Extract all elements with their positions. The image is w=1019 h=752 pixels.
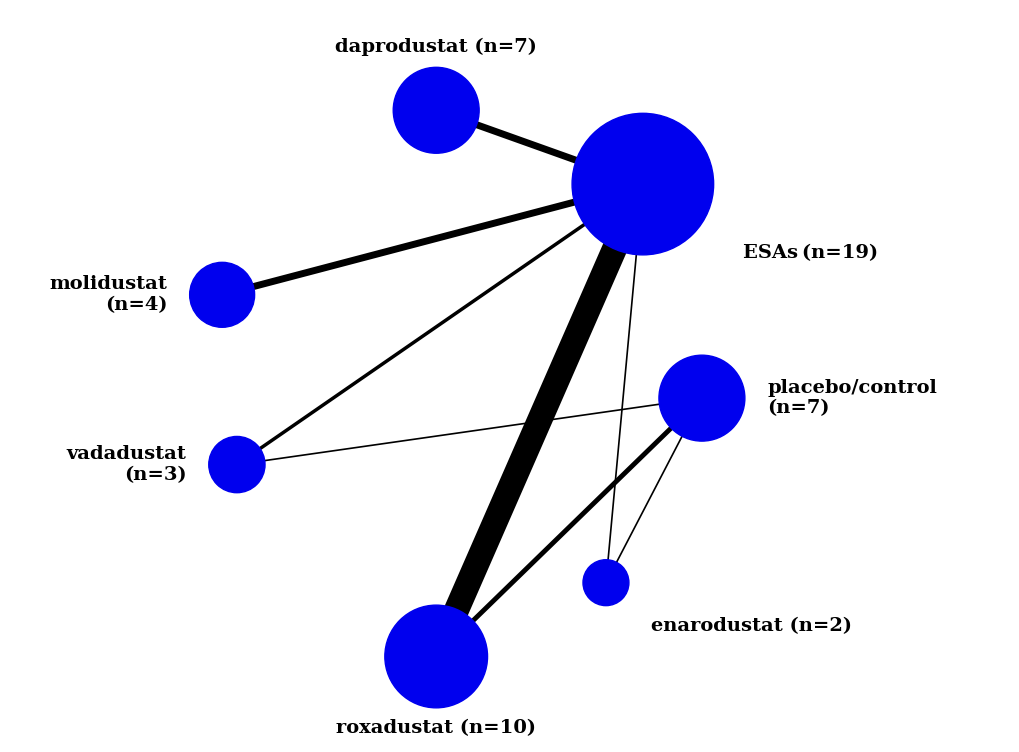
Circle shape [572,114,713,255]
Circle shape [190,262,255,327]
Circle shape [393,68,479,153]
Circle shape [658,355,744,441]
Text: enarodustat (n=2): enarodustat (n=2) [650,617,851,635]
Text: vadadustat
(n=3): vadadustat (n=3) [66,445,186,484]
Text: daprodustat (n=7): daprodustat (n=7) [335,38,537,56]
Circle shape [583,559,629,605]
Circle shape [384,605,487,708]
Text: molidustat
(n=4): molidustat (n=4) [50,275,167,314]
Text: roxadustat (n=10): roxadustat (n=10) [336,719,536,737]
Text: ESAs (n=19): ESAs (n=19) [743,244,877,262]
Circle shape [209,436,265,493]
Text: placebo/control
(n=7): placebo/control (n=7) [766,379,936,417]
